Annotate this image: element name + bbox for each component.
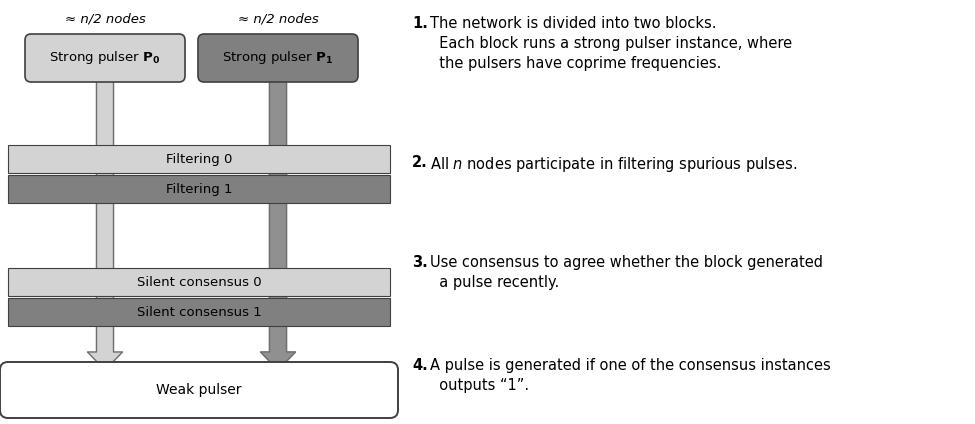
Text: The network is divided into two blocks.
  Each block runs a strong pulser instan: The network is divided into two blocks. … [430, 16, 792, 71]
Text: Filtering 0: Filtering 0 [166, 153, 232, 165]
Text: Silent consensus 1: Silent consensus 1 [136, 306, 261, 318]
Text: Strong pulser $\mathbf{P_0}$: Strong pulser $\mathbf{P_0}$ [50, 50, 161, 67]
Text: Use consensus to agree whether the block generated
  a pulse recently.: Use consensus to agree whether the block… [430, 255, 823, 290]
Text: 2.: 2. [412, 155, 428, 170]
Text: All $n$ nodes participate in filtering spurious pulses.: All $n$ nodes participate in filtering s… [430, 155, 798, 174]
Text: 4.: 4. [412, 358, 428, 373]
Text: A pulse is generated if one of the consensus instances
  outputs “1”.: A pulse is generated if one of the conse… [430, 358, 831, 393]
Bar [8, 268, 390, 296]
FancyBboxPatch shape [0, 362, 398, 418]
Polygon shape [260, 76, 295, 370]
Bar [8, 175, 390, 203]
Bar [8, 298, 390, 326]
Text: Strong pulser $\mathbf{P_1}$: Strong pulser $\mathbf{P_1}$ [222, 50, 333, 67]
Text: ≈ n/2 nodes: ≈ n/2 nodes [238, 12, 319, 25]
Text: 3.: 3. [412, 255, 428, 270]
Text: Weak pulser: Weak pulser [156, 383, 242, 397]
FancyBboxPatch shape [25, 34, 185, 82]
FancyBboxPatch shape [198, 34, 358, 82]
Bar [8, 145, 390, 173]
Text: Filtering 1: Filtering 1 [166, 182, 232, 195]
Text: Silent consensus 0: Silent consensus 0 [136, 276, 261, 288]
Polygon shape [88, 76, 123, 370]
Text: 1.: 1. [412, 16, 428, 31]
Text: ≈ n/2 nodes: ≈ n/2 nodes [64, 12, 145, 25]
